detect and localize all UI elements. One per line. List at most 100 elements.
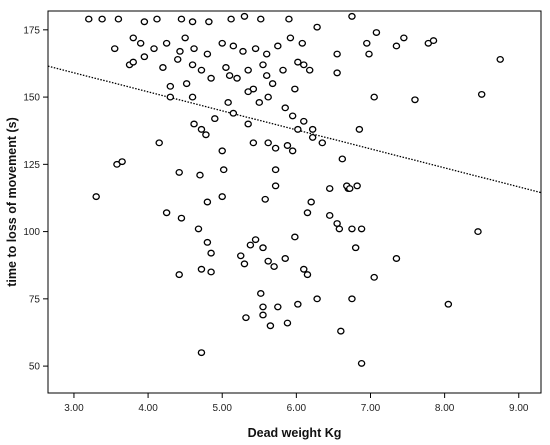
data-point bbox=[338, 155, 347, 163]
data-point bbox=[166, 93, 175, 101]
data-point bbox=[353, 182, 361, 190]
data-point bbox=[400, 34, 408, 42]
data-point bbox=[244, 88, 252, 96]
data-point bbox=[155, 139, 163, 147]
data-point bbox=[283, 142, 292, 149]
data-point bbox=[474, 228, 482, 236]
data-point bbox=[249, 139, 258, 147]
data-point bbox=[159, 64, 167, 71]
data-point bbox=[162, 39, 171, 47]
data-point bbox=[357, 359, 366, 367]
data-point bbox=[150, 45, 158, 53]
data-point bbox=[257, 290, 265, 297]
y-tick-label: 150 bbox=[23, 93, 40, 104]
data-point bbox=[392, 42, 401, 50]
data-point bbox=[153, 15, 161, 23]
data-point bbox=[372, 29, 381, 36]
x-tick-label: 3.00 bbox=[64, 403, 84, 414]
data-point bbox=[207, 249, 215, 257]
data-point bbox=[85, 15, 93, 23]
data-point bbox=[333, 50, 341, 58]
data-point bbox=[244, 120, 252, 128]
data-point bbox=[177, 214, 186, 222]
data-point bbox=[300, 117, 308, 125]
x-tick-label: 6.00 bbox=[287, 403, 307, 414]
data-point bbox=[240, 12, 249, 20]
data-point bbox=[129, 58, 138, 66]
data-point bbox=[188, 18, 197, 26]
data-point bbox=[118, 158, 126, 166]
data-point bbox=[188, 93, 197, 101]
data-point bbox=[259, 303, 267, 311]
data-point bbox=[345, 185, 354, 192]
data-point bbox=[259, 61, 267, 69]
data-point bbox=[288, 147, 297, 155]
data-point bbox=[365, 50, 373, 58]
y-tick-label: 50 bbox=[29, 362, 41, 373]
data-point bbox=[259, 311, 267, 319]
data-point bbox=[325, 185, 334, 192]
y-axis-title: time to loss of movement (s) bbox=[5, 117, 19, 286]
x-tick-label: 8.00 bbox=[435, 403, 455, 414]
data-point bbox=[173, 55, 182, 63]
data-point bbox=[182, 80, 191, 88]
data-point bbox=[175, 168, 183, 176]
data-point bbox=[348, 225, 356, 233]
data-point bbox=[333, 69, 341, 77]
data-point bbox=[274, 303, 282, 311]
data-point bbox=[166, 82, 175, 90]
data-point bbox=[188, 61, 197, 69]
data-point bbox=[218, 147, 226, 155]
data-point bbox=[194, 225, 203, 233]
data-point bbox=[392, 255, 401, 262]
data-point bbox=[308, 125, 317, 133]
data-point bbox=[110, 45, 119, 53]
data-point bbox=[197, 265, 206, 273]
data-point bbox=[281, 104, 289, 112]
data-point bbox=[271, 166, 280, 174]
data-point bbox=[219, 166, 228, 174]
x-axis-title: Dead weight Kg bbox=[248, 426, 342, 440]
data-point bbox=[224, 99, 232, 106]
data-point bbox=[239, 47, 247, 55]
data-point bbox=[257, 15, 265, 23]
data-point bbox=[308, 133, 317, 141]
data-point bbox=[246, 241, 255, 249]
data-point bbox=[203, 238, 212, 246]
data-point bbox=[227, 15, 235, 23]
data-point bbox=[181, 34, 189, 42]
data-point bbox=[233, 74, 241, 82]
data-points bbox=[85, 12, 504, 367]
data-point bbox=[318, 139, 327, 147]
data-point bbox=[294, 58, 302, 66]
data-point bbox=[229, 42, 238, 50]
data-point bbox=[203, 198, 212, 206]
data-point bbox=[190, 120, 198, 128]
data-point bbox=[114, 15, 123, 23]
data-point bbox=[251, 236, 260, 244]
data-point bbox=[177, 15, 186, 23]
data-point bbox=[240, 260, 249, 268]
y-tick-label: 75 bbox=[29, 294, 41, 305]
data-point bbox=[264, 257, 272, 265]
axis-ticks: 3.00 4.00 5.00 6.00 7.00 8.00 9.00 50 75 100 125 15… bbox=[23, 25, 529, 414]
data-point bbox=[429, 37, 438, 45]
data-point bbox=[162, 209, 171, 217]
data-point bbox=[205, 18, 213, 26]
data-point bbox=[175, 271, 183, 279]
data-point bbox=[229, 109, 238, 117]
data-point bbox=[255, 99, 264, 106]
data-point bbox=[262, 50, 271, 58]
data-point bbox=[300, 265, 308, 273]
data-point bbox=[197, 349, 206, 357]
data-point bbox=[136, 39, 145, 47]
data-point bbox=[303, 271, 312, 279]
data-point bbox=[335, 225, 344, 233]
data-point bbox=[444, 300, 453, 308]
data-point bbox=[496, 55, 504, 63]
x-tick-label: 7.00 bbox=[361, 403, 381, 414]
data-point bbox=[197, 125, 206, 133]
data-point bbox=[294, 300, 302, 308]
data-point bbox=[303, 209, 312, 217]
